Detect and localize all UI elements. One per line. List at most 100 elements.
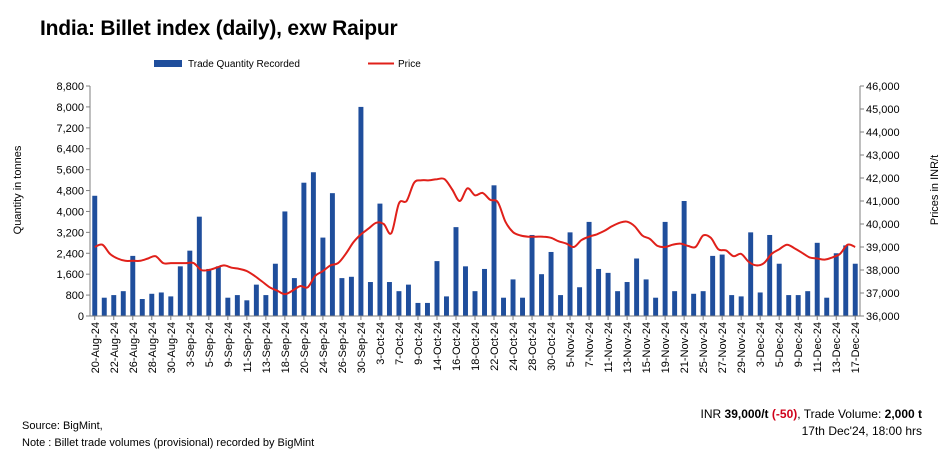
bar (729, 295, 735, 316)
bar (206, 268, 212, 316)
bar (424, 302, 430, 316)
bar (596, 268, 602, 316)
bar (348, 276, 354, 316)
x-axis-tick-label: 28-Aug-24 (147, 322, 159, 373)
x-axis-tick-label: 11-Nov-24 (603, 322, 615, 373)
x-axis-tick-label: 3-Dec-24 (755, 322, 767, 367)
price-value: 39,000/t (724, 407, 769, 421)
bar (672, 291, 678, 316)
bar (444, 296, 449, 316)
x-axis-tick-label: 22-Aug-24 (109, 322, 121, 373)
price-series (94, 177, 856, 296)
right-axis-tick-label: 44,000 (866, 127, 900, 139)
bar (177, 266, 183, 316)
bar (358, 106, 364, 316)
right-axis-tick-label: 39,000 (866, 242, 900, 254)
bar (234, 295, 240, 316)
x-axis-tick-label: 11-Dec-24 (812, 322, 824, 373)
x-axis-tick-label: 26-Sep-24 (337, 322, 349, 373)
right-axis-tick-label: 37,000 (866, 288, 900, 300)
left-axis-tick-label: 3,200 (56, 227, 84, 239)
right-axis-tick-label: 42,000 (866, 173, 900, 185)
bar (215, 266, 221, 316)
bar (101, 297, 107, 316)
price-summary: INR 39,000/t (-50), Trade Volume: 2,000 … (701, 406, 922, 440)
left-axis-tick-label: 4,000 (56, 206, 84, 218)
legend: Trade Quantity Recorded Price (154, 59, 421, 70)
bar (130, 255, 136, 316)
bar (329, 193, 335, 316)
price-summary-line: INR 39,000/t (-50), Trade Volume: 2,000 … (701, 406, 922, 423)
bar (187, 250, 193, 316)
left-axis-tick-label: 6,400 (56, 144, 84, 156)
bar (244, 300, 250, 316)
bar (681, 201, 687, 316)
bar (710, 255, 716, 316)
bar (634, 258, 640, 316)
bar (158, 292, 164, 316)
footer-notes: Source: BigMint, Note : Billet trade vol… (22, 418, 314, 452)
x-axis-tick-label: 30-Sep-24 (356, 322, 368, 373)
x-axis-tick-label: 20-Aug-24 (90, 322, 102, 373)
volume-label: , Trade Volume: (797, 407, 885, 421)
bar (605, 272, 611, 316)
x-axis-tick-label: 11-Sep-24 (242, 322, 254, 373)
x-axis-tick-label: 7-Nov-24 (584, 322, 596, 367)
left-axis-tick-label: 2,400 (56, 248, 84, 260)
bar (700, 291, 706, 316)
x-axis-tick-label: 5-Dec-24 (774, 322, 786, 367)
bar (472, 291, 478, 316)
x-axis-tick-label: 30-Oct-24 (546, 322, 558, 371)
bar (405, 284, 411, 316)
x-axis-tick-label: 22-Oct-24 (489, 322, 501, 371)
right-axis-tick-label: 43,000 (866, 150, 900, 162)
bar (291, 278, 297, 316)
bar (833, 253, 839, 316)
bar (577, 287, 583, 316)
chart-title: India: Billet index (daily), exw Raipur (40, 17, 398, 40)
bar (482, 268, 487, 316)
bar (386, 282, 392, 316)
legend-bar-swatch (154, 60, 182, 67)
left-axis-tick-label: 800 (66, 290, 84, 302)
right-axis: 36,000 37,000 38,000 39,000 40,000 41,000 42,0… (859, 81, 900, 323)
bar (263, 295, 269, 316)
bar (339, 278, 345, 316)
bar (396, 291, 402, 316)
bar (367, 282, 373, 316)
x-axis-tick-label: 18-Oct-24 (470, 322, 482, 371)
bar (795, 295, 801, 316)
bar (139, 299, 145, 316)
x-axis-tick-label: 9-Oct-24 (413, 322, 425, 365)
legend-bar-label: Trade Quantity Recorded (188, 59, 300, 70)
x-axis-tick-label: 13-Sep-24 (261, 322, 273, 373)
bar (196, 216, 202, 316)
bar (453, 227, 459, 316)
bar (843, 245, 849, 316)
right-axis-tick-label: 45,000 (866, 104, 900, 116)
bar (748, 232, 754, 316)
bar (852, 263, 858, 316)
x-axis-tick-label: 28-Oct-24 (527, 322, 539, 371)
bar (253, 284, 259, 316)
bar (567, 232, 573, 316)
bar (149, 293, 155, 316)
bar (558, 295, 564, 316)
bar (824, 297, 830, 316)
source-text: Source: BigMint, (22, 420, 103, 432)
x-axis-tick-label: 9-Dec-24 (793, 322, 805, 367)
price-prefix: INR (700, 407, 725, 421)
bar (786, 295, 792, 316)
bar (643, 279, 649, 316)
x-axis-tick-label: 21-Nov-24 (679, 322, 691, 373)
bar (510, 279, 516, 316)
bar (225, 297, 231, 316)
bar (282, 211, 288, 316)
bar (767, 234, 773, 316)
x-axis-tick-label: 29-Nov-24 (736, 322, 748, 373)
bar (301, 182, 307, 316)
bar (653, 297, 659, 316)
x-axis-tick-label: 3-Sep-24 (185, 322, 197, 367)
left-axis-tick-label: 5,600 (56, 165, 84, 177)
bar (615, 291, 621, 316)
